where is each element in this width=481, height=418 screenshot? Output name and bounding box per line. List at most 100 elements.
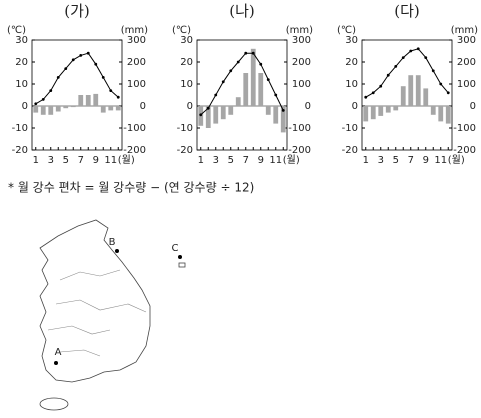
line-point xyxy=(416,47,420,51)
bar xyxy=(265,106,271,115)
y2-tick-label: 300 xyxy=(457,35,476,46)
line-point xyxy=(266,78,270,81)
bar xyxy=(48,106,54,115)
bar xyxy=(250,48,256,106)
line-point xyxy=(364,95,368,99)
x-tick-label: 3 xyxy=(213,155,219,166)
y2-tick-label: -100 xyxy=(288,123,311,134)
bar xyxy=(213,106,219,124)
line-point xyxy=(424,56,428,59)
y2-tick-label: 200 xyxy=(127,57,146,68)
y2-tick-label: 0 xyxy=(470,101,476,112)
bar xyxy=(280,106,286,133)
y2-tick-label: 100 xyxy=(292,79,311,90)
line-point xyxy=(109,89,113,92)
bar xyxy=(415,75,421,106)
y2-axis-label: (mm) xyxy=(121,25,148,36)
bar xyxy=(40,106,46,115)
line-point xyxy=(431,69,435,73)
bar xyxy=(385,106,391,113)
jeju xyxy=(39,397,69,411)
y-tick-label: -10 xyxy=(177,123,193,134)
x-axis-label: (월) xyxy=(118,154,135,166)
y-tick-label: 30 xyxy=(15,35,28,46)
line-point xyxy=(56,76,60,79)
y-tick-label: 0 xyxy=(187,101,193,112)
y2-tick-label: -200 xyxy=(123,145,146,156)
chart-title: (나) xyxy=(229,2,255,20)
bar xyxy=(243,73,249,106)
bar xyxy=(445,106,451,124)
y-tick-label: -10 xyxy=(342,123,358,134)
x-tick-label: 1 xyxy=(198,155,204,166)
line-point xyxy=(221,80,225,84)
bar xyxy=(235,97,241,106)
x-tick-label: 5 xyxy=(228,155,234,166)
y2-tick-label: 200 xyxy=(457,57,476,68)
line-point xyxy=(41,98,45,101)
bar xyxy=(393,106,399,111)
y2-tick-label: -200 xyxy=(453,145,476,156)
plot-frame xyxy=(31,39,123,151)
x-tick-label: 11 xyxy=(104,155,117,166)
map-label: B xyxy=(109,237,116,248)
point-c xyxy=(178,255,182,259)
y-axis-label: (℃) xyxy=(337,25,356,36)
province-borders xyxy=(47,269,147,357)
bar xyxy=(100,106,106,113)
line-point xyxy=(251,51,255,55)
bar xyxy=(108,106,114,111)
bar xyxy=(400,86,406,106)
chart-title: (다) xyxy=(394,2,420,20)
korea-outline xyxy=(39,219,151,383)
y2-tick-label: 0 xyxy=(305,101,311,112)
y2-tick-label: 200 xyxy=(292,57,311,68)
bar xyxy=(93,93,99,106)
bar xyxy=(115,106,121,111)
y-tick-label: 20 xyxy=(345,57,358,68)
line xyxy=(200,52,284,116)
x-tick-label: 7 xyxy=(78,155,84,166)
bar xyxy=(205,106,211,128)
line-point xyxy=(386,73,390,77)
line xyxy=(35,52,119,105)
y2-tick-label: -100 xyxy=(453,123,476,134)
y-tick-label: 10 xyxy=(15,79,28,90)
x-tick-label: 7 xyxy=(243,155,249,166)
y-axis-label: (℃) xyxy=(172,25,191,36)
line-point xyxy=(446,91,450,95)
line-point xyxy=(379,84,383,88)
y-tick-label: -20 xyxy=(342,145,358,156)
y-tick-label: -20 xyxy=(12,145,28,156)
y2-tick-label: 100 xyxy=(457,79,476,90)
y2-tick-label: 300 xyxy=(127,35,146,46)
bar xyxy=(220,106,226,120)
y2-tick-label: 300 xyxy=(292,35,311,46)
bar xyxy=(370,106,376,120)
y2-tick-label: -100 xyxy=(123,123,146,134)
bar xyxy=(55,106,61,112)
line-point xyxy=(71,58,75,62)
line-point xyxy=(394,65,398,68)
chart-title: (가) xyxy=(64,2,90,20)
x-tick-label: 9 xyxy=(258,155,264,166)
bar xyxy=(378,106,384,116)
y-tick-label: -20 xyxy=(177,145,193,156)
line-point xyxy=(199,113,203,117)
y-tick-label: 20 xyxy=(15,57,28,68)
line-point xyxy=(94,62,98,66)
bar xyxy=(423,88,429,106)
x-axis-label: (월) xyxy=(283,154,300,166)
x-axis-label: (월) xyxy=(448,154,465,166)
line-point xyxy=(409,49,413,53)
y-tick-label: 20 xyxy=(180,57,193,68)
y-tick-label: 0 xyxy=(352,101,358,112)
x-tick-label: 5 xyxy=(63,155,69,166)
x-tick-label: 9 xyxy=(423,155,429,166)
x-tick-label: 5 xyxy=(393,155,399,166)
line-point xyxy=(214,93,218,97)
line-point xyxy=(274,93,278,97)
line xyxy=(365,48,449,98)
line-point xyxy=(281,109,285,112)
